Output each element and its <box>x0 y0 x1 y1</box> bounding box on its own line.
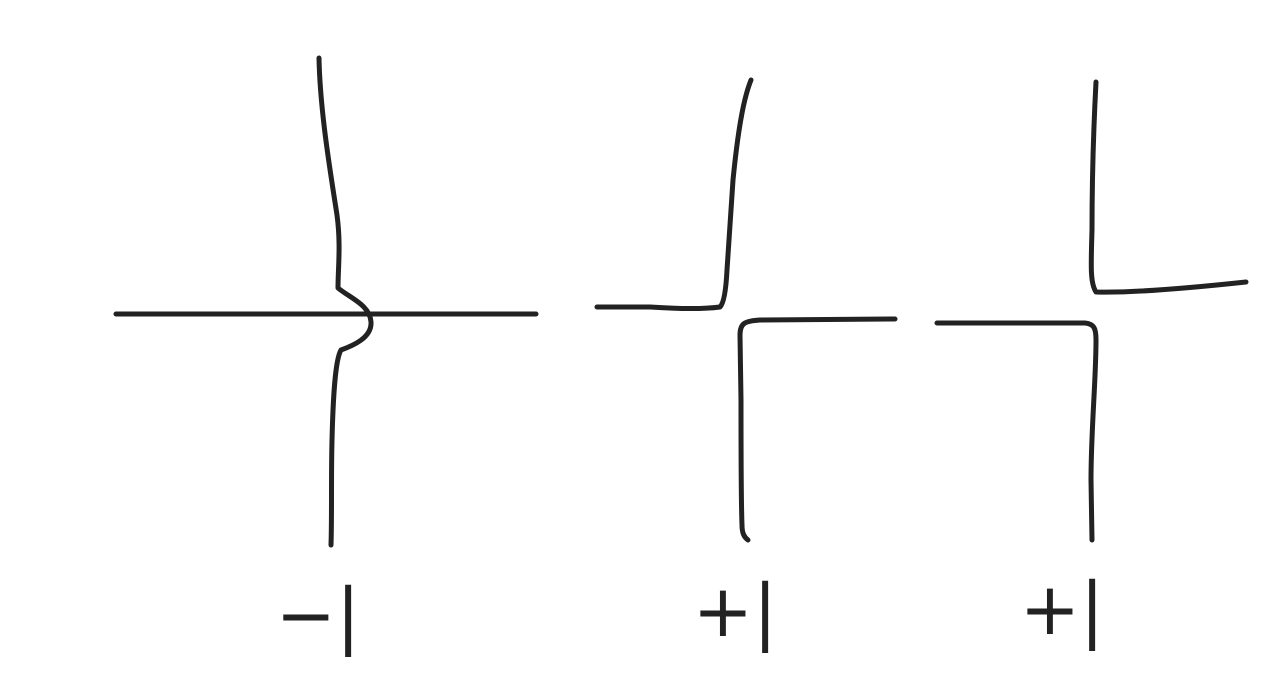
panel-label-turn-1: +| <box>693 569 778 654</box>
lower-left-corner-line <box>934 320 1099 543</box>
panel-turn-left-up-right-down: +| <box>594 77 898 654</box>
lower-right-corner-line <box>737 316 898 543</box>
upper-right-corner-line <box>1088 79 1249 295</box>
panel-turn-left-down-right-up: +| <box>934 79 1249 652</box>
upper-left-corner-line <box>594 77 754 311</box>
panel-bridge-crossing: −| <box>113 55 539 658</box>
vertical-line-with-bump <box>316 55 374 548</box>
panel-label-turn-2: +| <box>1020 567 1105 652</box>
panel-label-bridge: −| <box>276 573 361 658</box>
